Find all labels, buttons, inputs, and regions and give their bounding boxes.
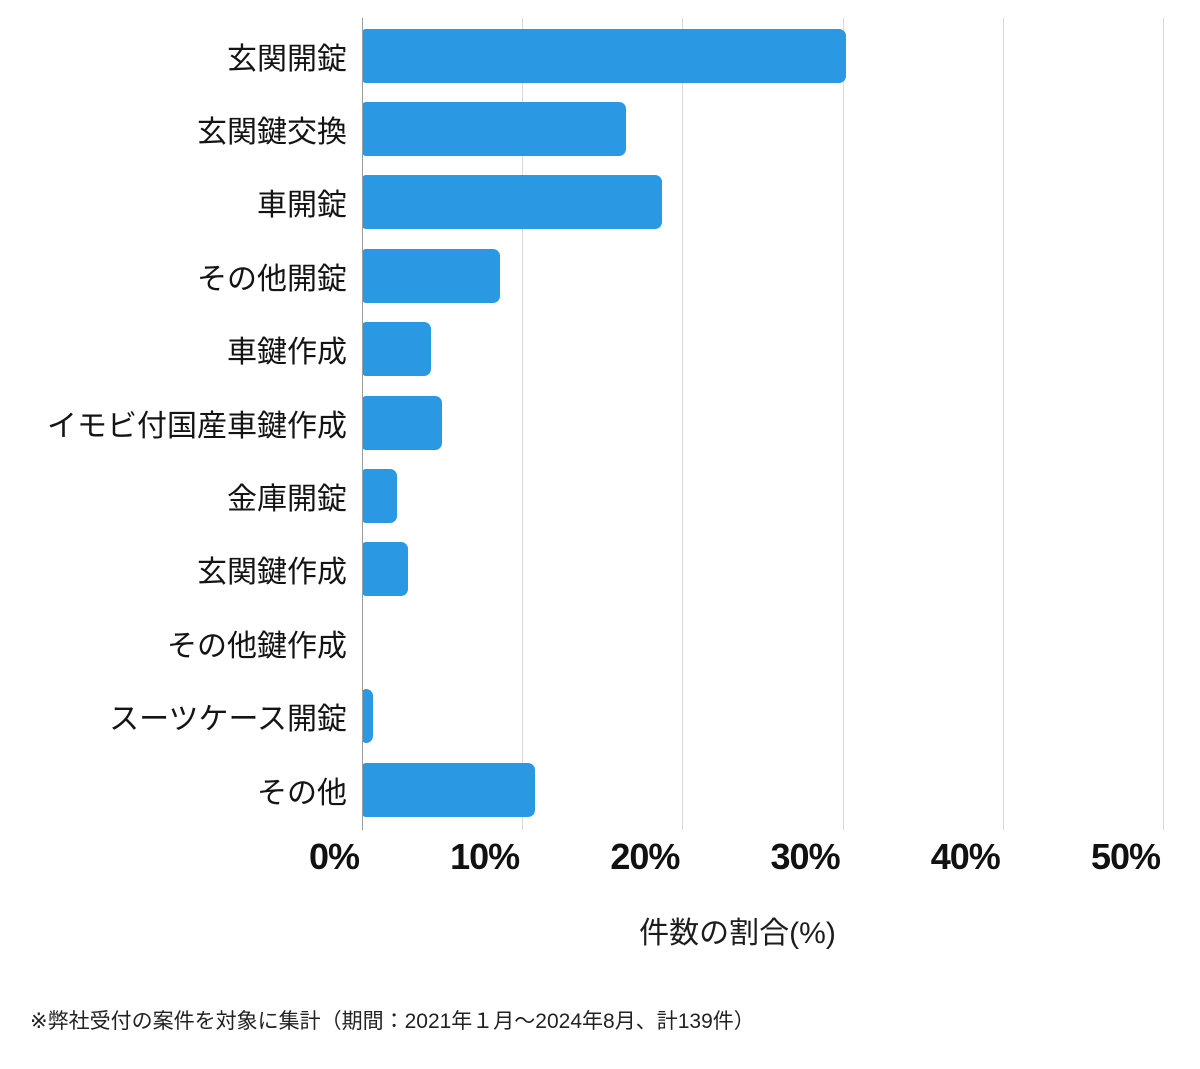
bar	[362, 28, 846, 83]
x-axis-title: 件数の割合(%)	[639, 917, 836, 950]
bar-rows: 玄関開錠玄関鍵交換車開錠その他開錠車鍵作成イモビ付国産車鍵作成金庫開錠玄関鍵作成…	[0, 19, 1200, 826]
category-label: その他鍵作成	[167, 629, 347, 663]
bar	[362, 762, 536, 817]
x-tick-label-10pct: 10%	[450, 836, 520, 877]
x-tick-label-40pct: 40%	[930, 836, 1001, 877]
x-tick-label-30pct: 30%	[770, 836, 841, 877]
category-label: イモビ付国産車鍵作成	[47, 409, 347, 443]
category-label: 金庫開錠	[227, 483, 347, 517]
category-label: スーツケース開錠	[109, 703, 347, 737]
x-tick-label-20pct: 20%	[610, 836, 680, 877]
category-label: 玄関開錠	[227, 42, 347, 76]
gridline-40%	[1002, 18, 1004, 830]
bar-track	[362, 248, 1163, 303]
bar	[362, 469, 398, 524]
bar	[362, 542, 409, 597]
chart-row: 車鍵作成	[0, 313, 1200, 386]
chart-row: その他開錠	[0, 239, 1200, 312]
bar-track	[362, 322, 1163, 377]
bar-track	[362, 28, 1163, 83]
chart-row: 玄関鍵交換	[0, 92, 1200, 165]
category-label: 玄関鍵交換	[197, 116, 347, 150]
bar	[362, 175, 662, 230]
chart-row: 金庫開錠	[0, 459, 1200, 532]
bar	[362, 395, 443, 450]
chart-row: イモビ付国産車鍵作成	[0, 386, 1200, 459]
bar	[362, 102, 627, 157]
bar-track	[362, 395, 1163, 450]
category-label: 車開錠	[257, 189, 347, 223]
chart-row: その他	[0, 753, 1200, 826]
gridline-10%	[522, 18, 524, 830]
bar-track	[362, 102, 1163, 157]
bar	[362, 689, 374, 744]
bar-track	[362, 469, 1163, 524]
category-label: その他開錠	[197, 262, 347, 296]
category-label: 玄関鍵作成	[197, 556, 347, 590]
bar-track	[362, 175, 1163, 230]
bar-track	[362, 689, 1163, 744]
category-label: 車鍵作成	[227, 336, 347, 370]
gridline-30%	[842, 18, 844, 830]
x-tick-label-50pct: 50%	[1090, 836, 1161, 877]
chart-row: 車開錠	[0, 166, 1200, 239]
gridline-20%	[682, 18, 684, 830]
category-label: その他	[257, 776, 347, 810]
bar	[362, 322, 431, 377]
bar-track	[362, 616, 1163, 670]
bar	[362, 248, 500, 303]
chart-row: 玄関開錠	[0, 19, 1200, 92]
x-tick-label-0pct: 0%	[308, 836, 360, 877]
y-axis-line	[362, 18, 363, 830]
chart-row: その他鍵作成	[0, 606, 1200, 679]
plot-area: 0% 10% 20% 30% 40% 50%	[309, 18, 1164, 877]
chart-row: スーツケース開錠	[0, 680, 1200, 753]
bar-track	[362, 542, 1163, 597]
gridline-50%	[1163, 18, 1164, 830]
chart-row: 玄関鍵作成	[0, 533, 1200, 606]
chart-footnote: ※弊社受付の案件を対象に集計（期間：2021年１月～2024年8月、計139件）	[30, 1010, 755, 1033]
bar-track	[362, 762, 1163, 817]
